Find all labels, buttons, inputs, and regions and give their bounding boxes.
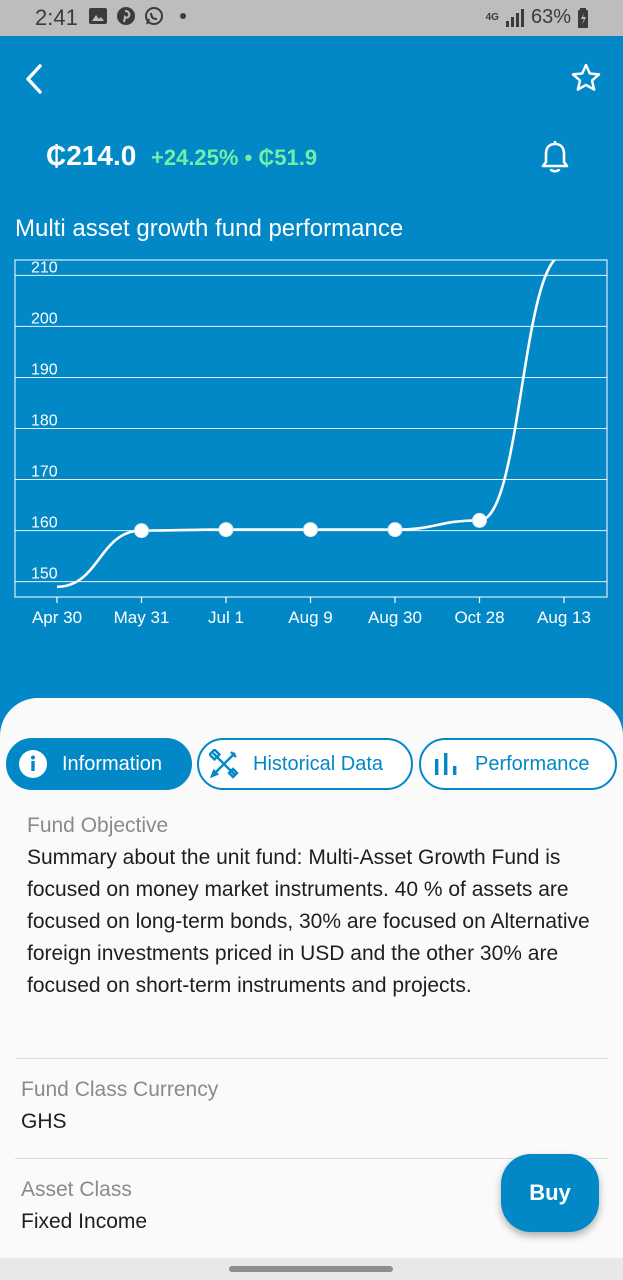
chart-y-tick-label: 150 [31, 566, 58, 583]
currency-value: GHS [21, 1110, 67, 1133]
pinterest-icon [117, 7, 135, 25]
chart-point [472, 512, 487, 528]
chart-point [218, 522, 234, 538]
tab-historical-data[interactable]: Historical Data [197, 738, 413, 790]
fund-header: ₵214.0 +24.25% • ₵51.9 Multi asset growt… [0, 36, 623, 736]
tab-information[interactable]: Information [6, 738, 192, 790]
asset-class-value: Fixed Income [21, 1210, 148, 1233]
chart-x-tick-label: Oct 28 [454, 608, 504, 627]
divider [15, 1058, 608, 1059]
battery-icon [578, 7, 588, 28]
chart-y-tick-label: 190 [31, 361, 58, 378]
currency-label: Fund Class Currency [21, 1078, 219, 1101]
fund-price: ₵214.0 [46, 140, 137, 171]
chart-y-tick-label: 180 [31, 413, 58, 430]
status-bar: 2:41 4G 63% [0, 0, 623, 36]
chart-point [303, 522, 318, 538]
chart-x-ticks: Apr 30 May 31 Jul 1 Aug 9 Aug 30 Oct 28 Aug 13 [32, 597, 591, 627]
chart-point [134, 523, 149, 539]
whatsapp-icon [145, 7, 163, 25]
star-icon[interactable] [570, 62, 602, 94]
fund-objective-label: Fund Objective [27, 814, 169, 837]
status-notification-icons [88, 6, 186, 26]
tools-icon [209, 749, 239, 779]
notification-dot [180, 13, 186, 19]
network-icon: 4G [485, 12, 499, 23]
price-change: +24.25% • ₵51.9 [151, 145, 318, 170]
fund-objective-text: Summary about the unit fund: Multi-Asset… [27, 846, 590, 997]
chart-y-tick-label: 170 [31, 464, 58, 481]
info-icon [19, 750, 47, 778]
tab-label-performance: Performance [475, 752, 590, 775]
chart-x-tick-label: Jul 1 [208, 608, 244, 627]
status-time: 2:41 [35, 5, 78, 30]
home-indicator[interactable] [229, 1266, 393, 1272]
currency-section: Fund Class Currency GHS [21, 1078, 614, 1138]
chart-y-tick-label: 160 [31, 515, 58, 532]
signal-icon [505, 8, 524, 27]
details-sheet: Information Historical Data Performance … [0, 698, 623, 1268]
tab-label-historical: Historical Data [253, 752, 384, 775]
fund-objective-section: Fund Objective Summary about the unit fu… [27, 814, 597, 1002]
asset-class-label: Asset Class [21, 1178, 132, 1201]
tab-performance[interactable]: Performance [419, 738, 617, 790]
chart-x-tick-label: Aug 9 [288, 608, 332, 627]
detail-tabs: Information Historical Data Performance [6, 738, 618, 790]
chart-point [387, 522, 403, 538]
back-arrow-icon[interactable] [18, 62, 52, 96]
chart-title: Multi asset growth fund performance [15, 215, 404, 242]
chart-grid [14, 259, 608, 598]
gallery-icon [89, 8, 107, 24]
chart-y-tick-label: 210 [31, 259, 58, 276]
status-system-icons: 4G 63% [486, 6, 589, 29]
divider [15, 1158, 608, 1159]
navigation-bar [0, 1258, 623, 1280]
chart-x-tick-label: Apr 30 [32, 608, 82, 627]
chart-x-tick-label: Aug 30 [368, 608, 422, 627]
chart-x-tick-label: May 31 [114, 608, 170, 627]
buy-button[interactable]: Buy [501, 1154, 599, 1232]
bell-icon[interactable] [538, 140, 572, 176]
chart-y-tick-label: 200 [31, 310, 58, 327]
chart-x-tick-label: Aug 13 [537, 608, 591, 627]
tab-label-information: Information [62, 752, 163, 775]
asset-class-section: Asset Class Fixed Income [21, 1178, 614, 1238]
bar-chart-icon [435, 753, 457, 775]
chart-points [134, 512, 487, 539]
chart-y-ticks: 150 160 170 180 190 200 210 [31, 259, 58, 582]
battery-percent: 63% [530, 6, 571, 28]
